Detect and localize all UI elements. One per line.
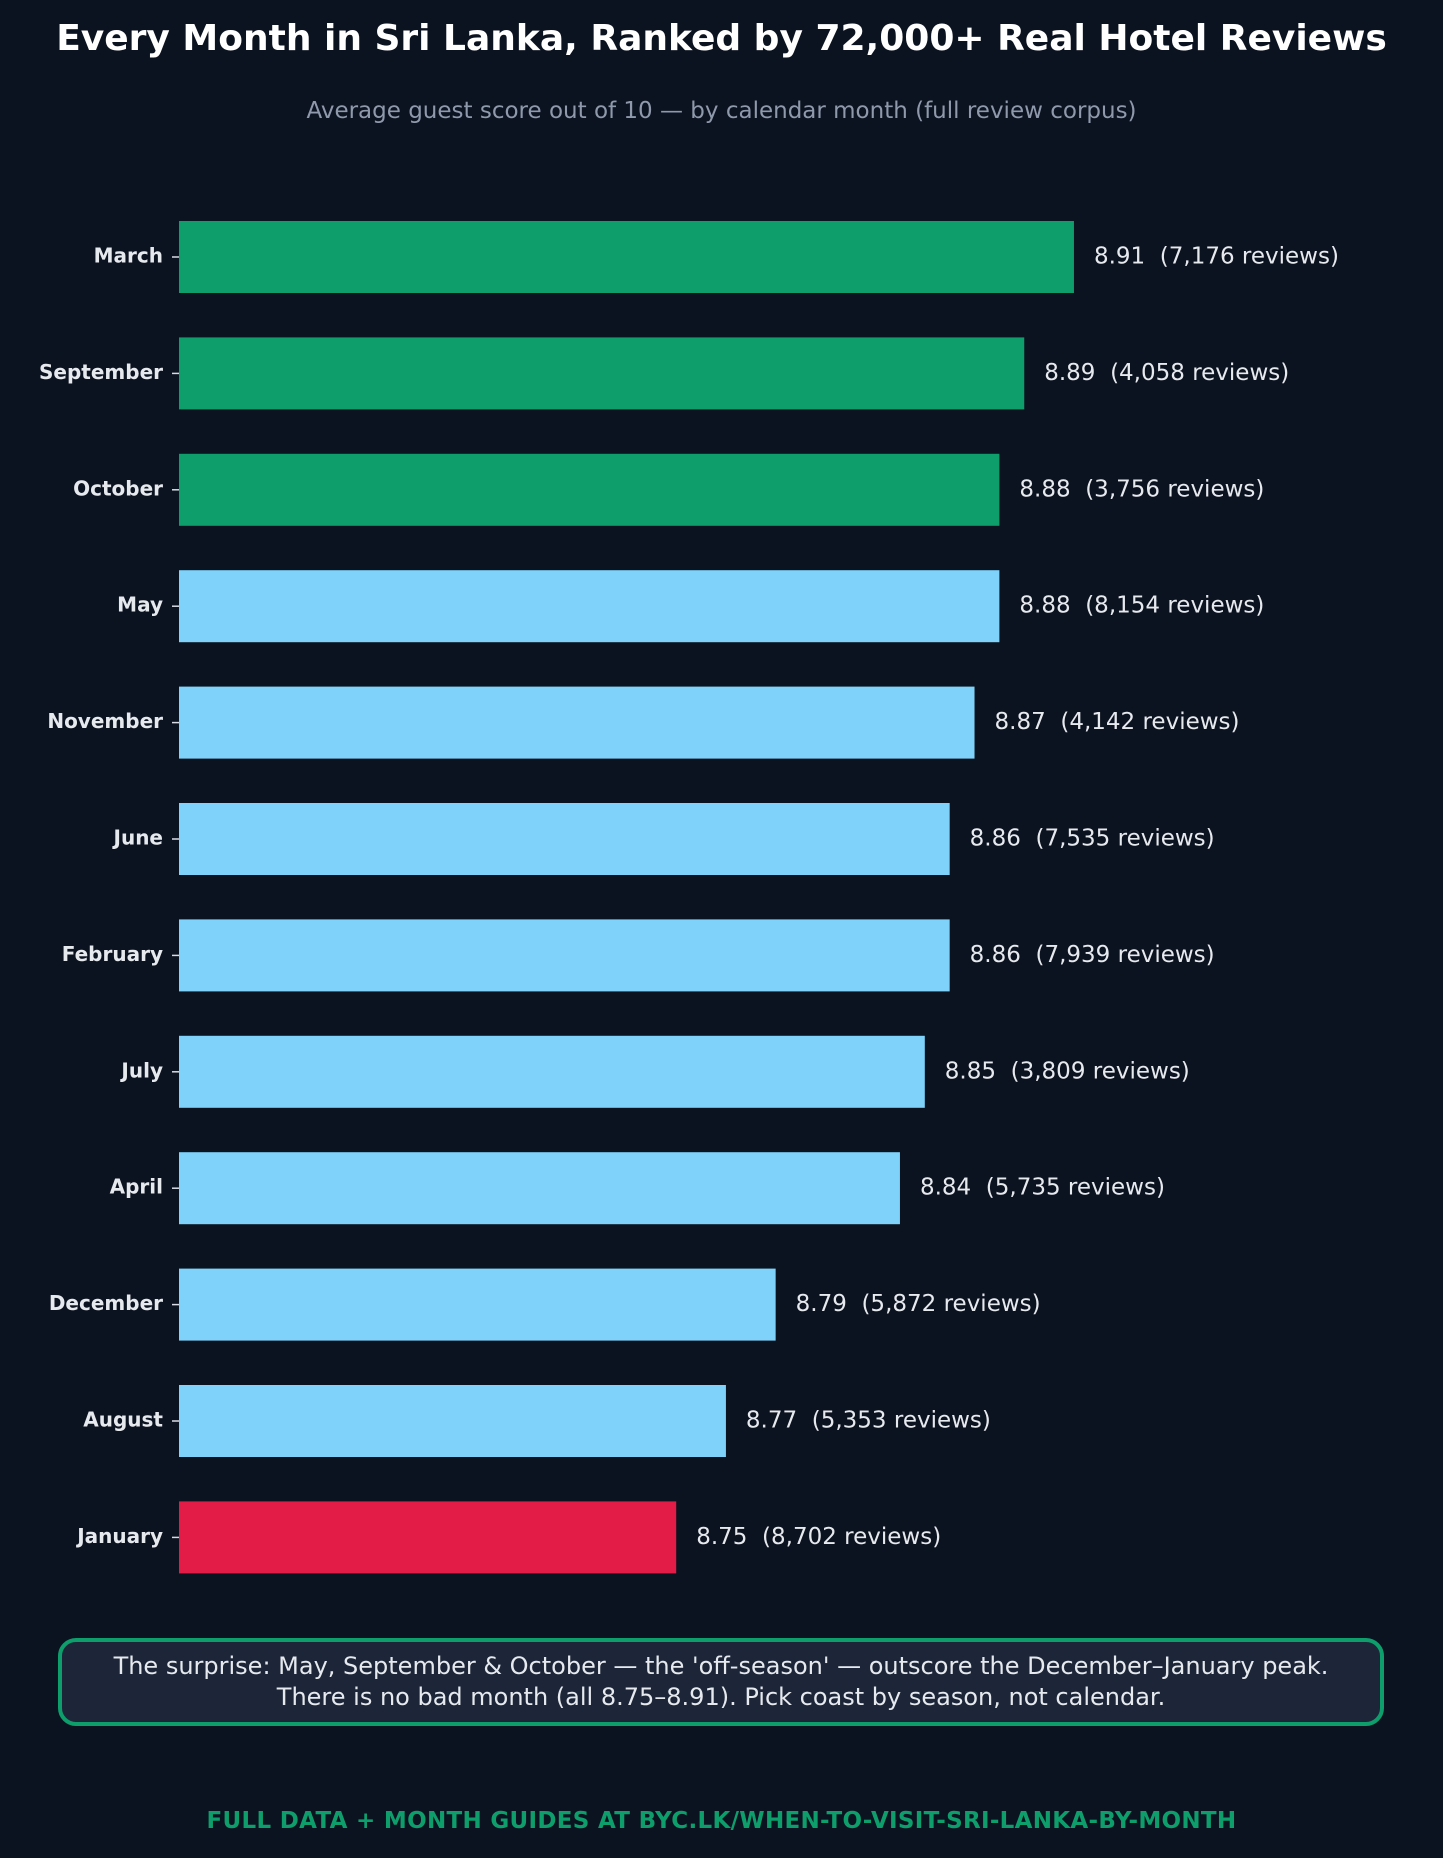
y-tick-label: September [39,360,163,384]
y-tick-label: November [47,709,163,733]
y-tick-label: October [73,476,163,500]
insight-line-1: The surprise: May, September & October —… [113,1652,1329,1680]
bar-april [179,1152,900,1225]
y-tick-label: April [110,1175,163,1199]
y-tick-label: June [112,826,163,850]
bar-december [179,1268,776,1341]
bar-may [179,570,1000,643]
y-tick-label: January [75,1524,163,1548]
bar-march [179,221,1074,293]
data-label: 8.77 (5,353 reviews) [746,1408,991,1434]
bar-october [179,453,1000,526]
chart-subtitle: Average guest score out of 10 — by calen… [306,98,1137,124]
insight-line-2: There is no bad month (all 8.75–8.91). P… [276,1683,1166,1711]
data-label: 8.84 (5,735 reviews) [920,1175,1165,1201]
chart-title: Every Month in Sri Lanka, Ranked by 72,0… [56,18,1387,59]
bar-february [179,919,950,992]
bar-january [179,1501,677,1574]
data-label: 8.87 (4,142 reviews) [995,709,1240,735]
y-tick-label: December [49,1291,163,1315]
data-label: 8.88 (8,154 reviews) [1019,593,1264,619]
bar-chart: March 8.91 (7,176 reviews) September 8.89 (… [39,221,1339,1574]
bar-september [179,337,1025,410]
y-tick-label: May [117,593,163,617]
data-label: 8.75 (8,702 reviews) [696,1524,941,1550]
footer-link-text: FULL DATA + MONTH GUIDES AT BYC.LK/WHEN-… [206,1808,1237,1834]
y-tick-label: July [119,1058,163,1082]
bar-november [179,686,975,759]
data-label: 8.86 (7,939 reviews) [970,942,1215,968]
bar-august [179,1385,726,1457]
bar-june [179,803,950,875]
y-tick-label: March [94,244,163,268]
bar-july [179,1035,925,1108]
insight-callout: The surprise: May, September & October —… [58,1638,1384,1726]
data-label: 8.89 (4,058 reviews) [1044,360,1289,386]
data-label: 8.79 (5,872 reviews) [796,1291,1041,1317]
data-label: 8.88 (3,756 reviews) [1019,476,1264,502]
data-label: 8.86 (7,535 reviews) [970,826,1215,852]
data-label: 8.85 (3,809 reviews) [945,1058,1190,1084]
y-tick-label: August [83,1408,163,1432]
data-label: 8.91 (7,176 reviews) [1094,244,1339,270]
y-tick-label: February [62,942,163,966]
